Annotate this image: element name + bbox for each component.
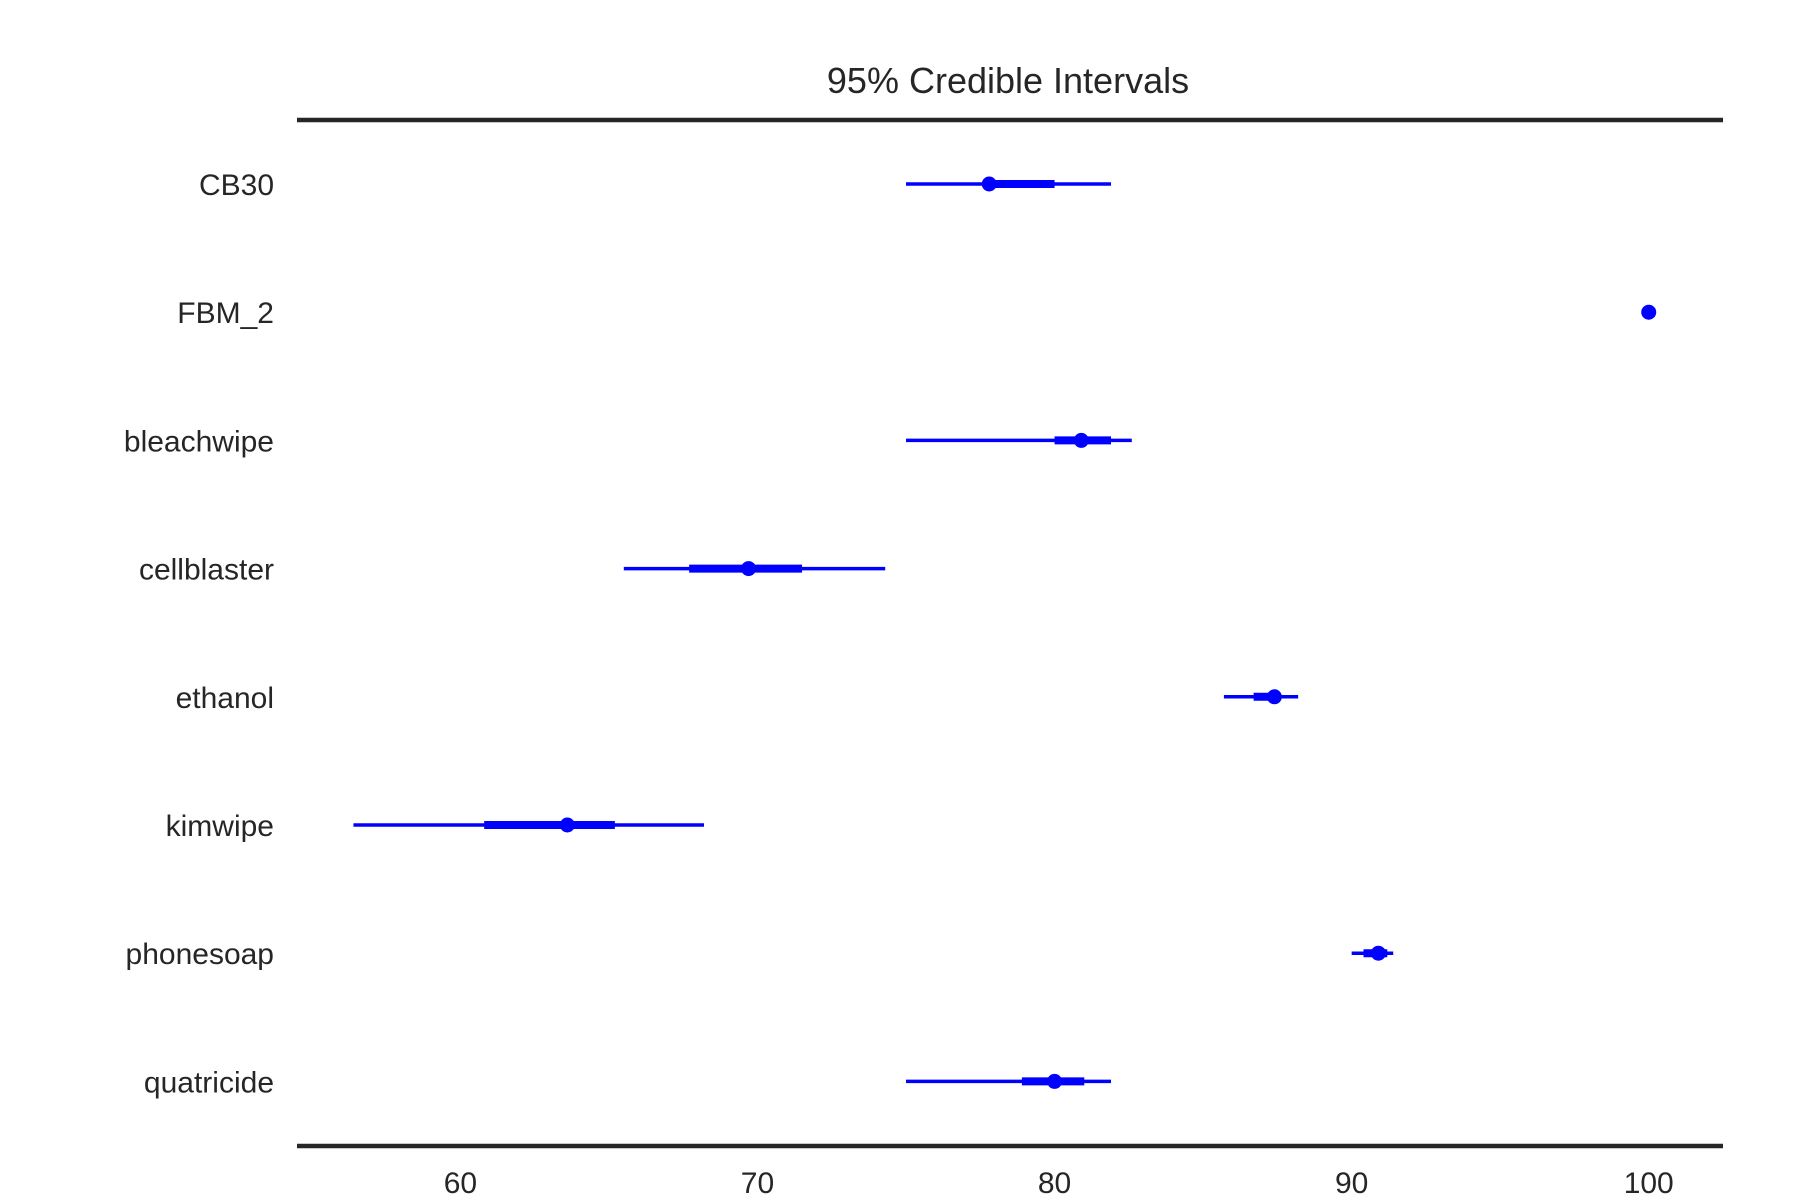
y-tick-label: cellblaster bbox=[139, 554, 274, 587]
y-tick-label: kimwipe bbox=[166, 810, 274, 843]
x-tick-label: 80 bbox=[1038, 1167, 1071, 1200]
median-point bbox=[1641, 304, 1657, 320]
median-point bbox=[559, 817, 575, 833]
median-point bbox=[1073, 432, 1089, 448]
median-point bbox=[741, 561, 757, 577]
y-tick-label: quatricide bbox=[144, 1066, 274, 1099]
median-point bbox=[981, 176, 997, 192]
x-axis-ticks: 60 70 80 90 100 bbox=[444, 1167, 1674, 1200]
y-tick-label: bleachwipe bbox=[124, 425, 274, 458]
x-tick-label: 70 bbox=[741, 1167, 774, 1200]
x-tick-label: 60 bbox=[444, 1167, 477, 1200]
x-tick-label: 90 bbox=[1335, 1167, 1368, 1200]
y-tick-label: phonesoap bbox=[126, 938, 274, 971]
chart-title: 95% Credible Intervals bbox=[827, 60, 1189, 101]
y-tick-label: FBM_2 bbox=[177, 297, 274, 330]
interval-marks bbox=[353, 176, 1657, 1089]
y-tick-label: CB30 bbox=[199, 169, 274, 202]
y-axis-labels: CB30 FBM_2 bleachwipe cellblaster ethanol kim… bbox=[124, 169, 274, 1099]
x-tick-label: 100 bbox=[1624, 1167, 1674, 1200]
median-point bbox=[1370, 945, 1386, 961]
median-point bbox=[1047, 1073, 1063, 1089]
y-tick-label: ethanol bbox=[176, 682, 274, 715]
median-point bbox=[1266, 689, 1282, 705]
